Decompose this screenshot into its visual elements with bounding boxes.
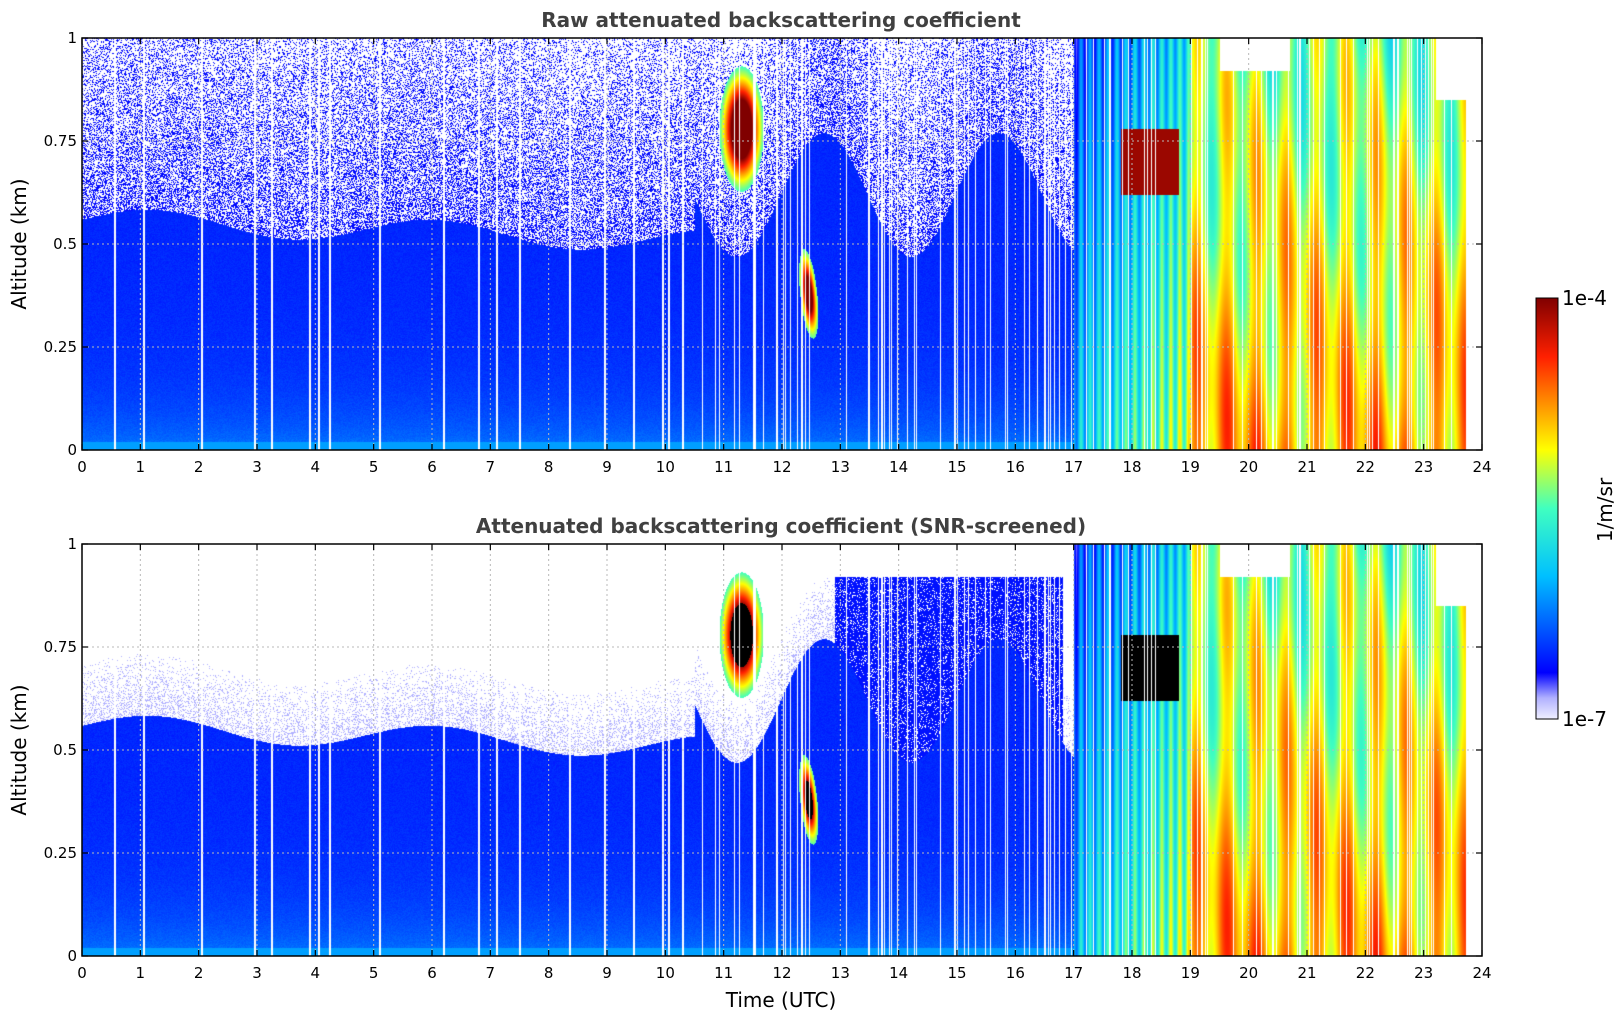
y-tick-label: 0.25 <box>44 844 77 862</box>
colorbar-unit-label: 1/m/sr <box>1593 477 1617 542</box>
x-tick-label: 20 <box>1239 458 1258 476</box>
x-tick-label: 0 <box>77 964 87 982</box>
x-tick-label: 19 <box>1181 964 1200 982</box>
x-tick-label: 22 <box>1356 964 1375 982</box>
panel-raw-y-ticks: 0 0.25 0.5 0.75 1 <box>44 29 1482 459</box>
panel-screened-y-ticks: 0 0.25 0.5 0.75 1 <box>44 535 1482 965</box>
x-tick-label: 17 <box>1064 458 1083 476</box>
x-tick-label: 16 <box>1006 964 1025 982</box>
y-tick-label: 0.25 <box>44 338 77 356</box>
y-tick-label: 0.75 <box>44 132 77 150</box>
y-tick-label: 1 <box>67 535 77 553</box>
x-tick-label: 9 <box>602 458 612 476</box>
x-tick-label: 4 <box>311 458 321 476</box>
x-tick-label: 22 <box>1356 458 1375 476</box>
x-tick-label: 7 <box>486 458 496 476</box>
x-tick-label: 9 <box>602 964 612 982</box>
x-tick-label: 3 <box>252 458 262 476</box>
y-tick-label: 0.5 <box>53 235 77 253</box>
colorbar-min-label: 1e-7 <box>1562 707 1607 731</box>
panel-raw-grid <box>82 38 1482 450</box>
x-tick-label: 6 <box>427 458 437 476</box>
x-tick-label: 12 <box>772 458 791 476</box>
x-tick-label: 15 <box>947 458 966 476</box>
x-tick-label: 2 <box>194 458 204 476</box>
x-tick-label: 3 <box>252 964 262 982</box>
panel-screened-y-axis-label: Altitude (km) <box>7 684 31 815</box>
x-tick-label: 10 <box>656 458 675 476</box>
x-tick-label: 11 <box>714 964 733 982</box>
x-tick-label: 18 <box>1122 964 1141 982</box>
y-tick-label: 1 <box>67 29 77 47</box>
x-tick-label: 23 <box>1414 964 1433 982</box>
x-axis-label: Time (UTC) <box>725 988 837 1012</box>
x-tick-label: 5 <box>369 458 379 476</box>
x-tick-label: 15 <box>947 964 966 982</box>
x-tick-label: 14 <box>889 964 908 982</box>
x-tick-label: 14 <box>889 458 908 476</box>
panel-screened-x-ticks: 0 1 2 3 4 5 6 7 8 9 10 11 12 13 14 15 16 17 18 19 20 21 22 23 24 <box>77 544 1492 982</box>
x-tick-label: 13 <box>831 964 850 982</box>
panel-screened: Attenuated backscattering coefficient (S… <box>7 514 1492 1012</box>
colorbar: 1e-4 1e-7 1/m/sr <box>1535 286 1617 731</box>
x-tick-label: 4 <box>311 964 321 982</box>
colorbar-gradient <box>1535 297 1559 720</box>
x-tick-label: 5 <box>369 964 379 982</box>
x-tick-label: 23 <box>1414 458 1433 476</box>
x-tick-label: 13 <box>831 458 850 476</box>
x-tick-label: 24 <box>1472 458 1491 476</box>
x-tick-label: 17 <box>1064 964 1083 982</box>
panel-raw-x-ticks: 0 1 2 3 4 5 6 7 8 9 10 11 12 13 14 15 16 17 18 19 20 21 22 23 24 <box>77 38 1492 476</box>
x-tick-label: 1 <box>136 964 146 982</box>
x-tick-label: 10 <box>656 964 675 982</box>
x-tick-label: 1 <box>136 458 146 476</box>
x-tick-label: 6 <box>427 964 437 982</box>
y-tick-label: 0 <box>67 441 77 459</box>
x-tick-label: 20 <box>1239 964 1258 982</box>
x-tick-label: 16 <box>1006 458 1025 476</box>
x-tick-label: 19 <box>1181 458 1200 476</box>
y-tick-label: 0.75 <box>44 638 77 656</box>
x-tick-label: 2 <box>194 964 204 982</box>
x-tick-label: 11 <box>714 458 733 476</box>
panel-raw-title: Raw attenuated backscattering coefficien… <box>541 8 1021 32</box>
colorbar-max-label: 1e-4 <box>1562 286 1607 310</box>
x-tick-label: 21 <box>1297 458 1316 476</box>
panel-raw-y-axis-label: Altitude (km) <box>7 178 31 309</box>
x-tick-label: 7 <box>486 964 496 982</box>
panel-raw: Raw attenuated backscattering coefficien… <box>7 8 1492 476</box>
x-tick-label: 0 <box>77 458 87 476</box>
y-tick-label: 0 <box>67 947 77 965</box>
y-tick-label: 0.5 <box>53 741 77 759</box>
x-tick-label: 12 <box>772 964 791 982</box>
panel-screened-grid <box>82 544 1482 956</box>
panel-screened-title: Attenuated backscattering coefficient (S… <box>476 514 1086 538</box>
x-tick-label: 24 <box>1472 964 1491 982</box>
x-tick-label: 8 <box>544 964 554 982</box>
x-tick-label: 21 <box>1297 964 1316 982</box>
x-tick-label: 8 <box>544 458 554 476</box>
x-tick-label: 18 <box>1122 458 1141 476</box>
